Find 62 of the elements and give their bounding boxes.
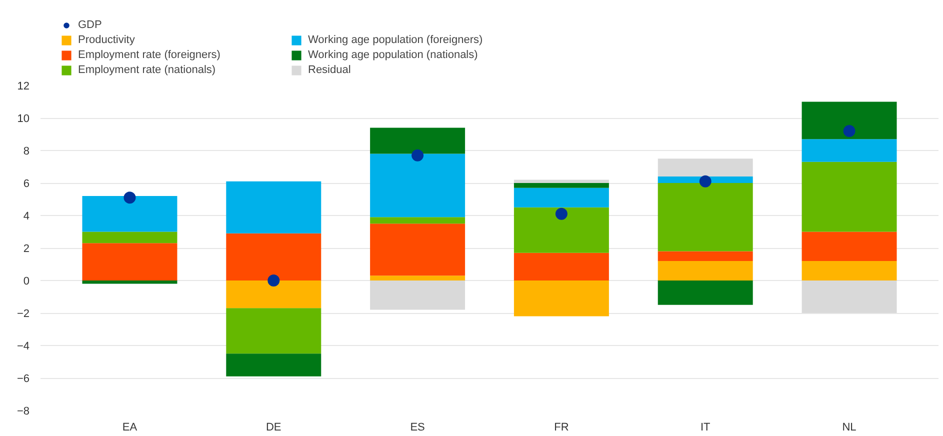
point <box>699 175 712 188</box>
legend-label: Residual <box>308 64 351 76</box>
bar <box>370 128 466 154</box>
bar <box>226 233 322 280</box>
point <box>843 125 856 137</box>
legend-label: Working age population (nationals) <box>308 49 478 61</box>
bar <box>370 224 466 276</box>
bar <box>514 252 609 280</box>
bar <box>514 188 609 208</box>
bar <box>514 180 609 183</box>
bar <box>82 196 178 232</box>
bar <box>370 280 466 310</box>
bar <box>658 183 753 252</box>
y-tick-label: 2 <box>23 243 30 255</box>
bar <box>82 280 178 284</box>
bar <box>802 232 897 261</box>
bar <box>514 280 609 316</box>
y-tick-label: 12 <box>17 80 30 92</box>
bar <box>658 280 753 305</box>
x-tick-label: FR <box>554 422 569 434</box>
x-tick-label: ES <box>410 422 425 434</box>
bar <box>514 183 609 188</box>
bar <box>226 308 322 354</box>
legend-label: Productivity <box>78 34 135 46</box>
legend-label: GDP <box>78 19 102 31</box>
bar <box>802 139 897 162</box>
bar <box>802 280 897 313</box>
bar <box>802 102 897 140</box>
y-tick-label: 0 <box>23 276 30 288</box>
bar <box>658 251 753 261</box>
bar <box>514 207 609 253</box>
legend-label: Employment rate (nationals) <box>78 64 216 76</box>
bar <box>802 261 897 280</box>
point <box>268 274 280 286</box>
bar <box>226 280 322 308</box>
y-tick-label: 6 <box>23 178 30 190</box>
legend-label: Working age population (foreigners) <box>308 34 483 46</box>
y-tick-label: −2 <box>16 308 30 320</box>
x-tick-label: DE <box>266 422 282 434</box>
legend-label: Employment rate (foreigners) <box>78 49 220 61</box>
y-tick-label: −6 <box>16 373 30 385</box>
point <box>124 192 136 204</box>
x-tick-label: IT <box>700 422 711 434</box>
y-tick-label: 4 <box>23 210 30 222</box>
bar <box>226 181 322 234</box>
bar <box>370 154 466 218</box>
bar <box>370 217 466 224</box>
x-tick-label: EA <box>122 422 138 434</box>
bar <box>658 261 753 280</box>
bar <box>82 232 178 244</box>
point <box>412 149 424 162</box>
bar <box>658 158 753 176</box>
y-tick-label: 10 <box>17 113 30 125</box>
bar <box>370 276 466 280</box>
point <box>555 208 568 220</box>
y-tick-label: 8 <box>23 146 30 158</box>
x-tick-label: NL <box>842 422 856 434</box>
bar <box>802 162 897 232</box>
y-tick-label: −8 <box>16 406 30 418</box>
y-tick-label: −4 <box>16 340 30 352</box>
bar <box>82 243 178 280</box>
bar <box>226 354 322 376</box>
